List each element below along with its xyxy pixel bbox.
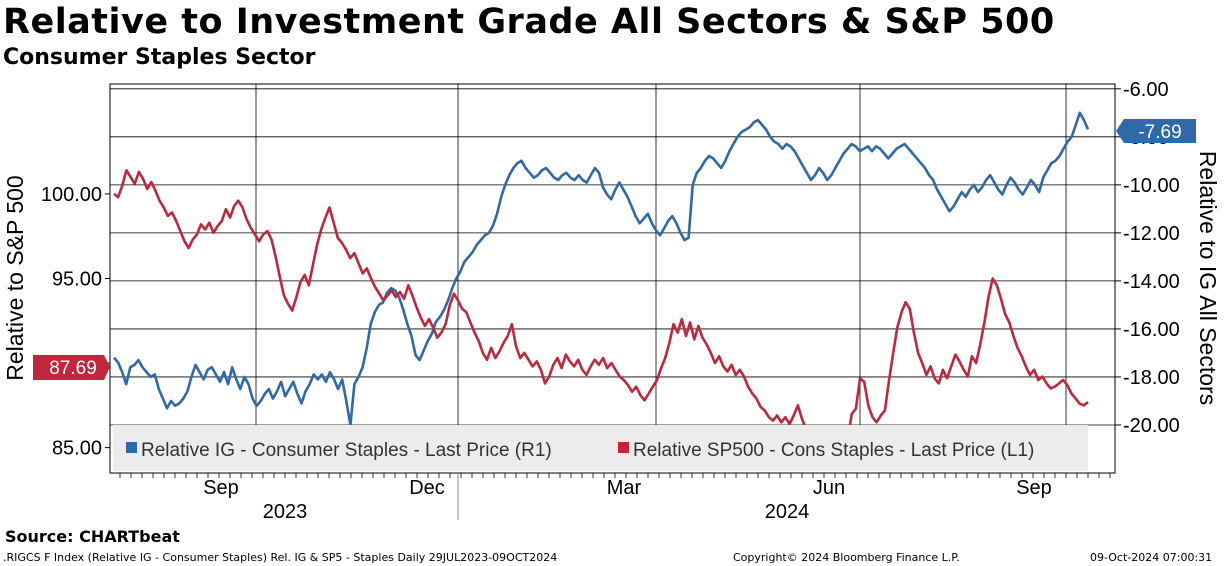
tick-label-right: -16.00 <box>1123 319 1180 341</box>
tick-label-x: Mar <box>607 477 642 499</box>
tick-label-right: -6.00 <box>1123 79 1169 101</box>
legend-label-sp500: Relative SP500 - Cons Staples - Last Pri… <box>633 440 1034 461</box>
chart-subtitle: Consumer Staples Sector <box>3 45 316 70</box>
legend-background <box>113 425 1088 471</box>
tick-label-left: 85.00 <box>52 438 102 460</box>
year-label: 2024 <box>765 501 810 520</box>
tick-label-left: 95.00 <box>52 269 102 291</box>
tick-label-right: -18.00 <box>1123 367 1180 389</box>
last-value-label-right: -7.69 <box>1138 122 1181 143</box>
last-value-flag-left: 87.69 <box>33 355 110 380</box>
year-label: 2023 <box>263 501 308 520</box>
chart: -6.00-8.00-10.00-12.00-14.00-16.00-18.00… <box>2 79 1221 520</box>
tick-label-x: Dec <box>409 477 445 499</box>
tick-label-right: -12.00 <box>1123 223 1180 245</box>
last-value-label-left: 87.69 <box>49 358 97 379</box>
legend-swatch-sp500 <box>618 442 629 453</box>
plot-area <box>109 83 1116 474</box>
last-value-flag-right-bg <box>1116 119 1196 143</box>
source-note: Source: CHARTbeat <box>5 527 180 546</box>
y-axis-label-left: Relative to S&P 500 <box>2 175 28 380</box>
tick-label-x: Jun <box>813 477 845 499</box>
legend: Relative IG - Consumer Staples - Last Pr… <box>113 425 1088 471</box>
last-value-flag-right: -7.69 <box>1116 119 1196 143</box>
series-line-sp500 <box>113 169 1089 461</box>
tick-label-right: -14.00 <box>1123 271 1180 293</box>
tick-label-right: -20.00 <box>1123 415 1180 437</box>
tick-label-x: Sep <box>1016 477 1052 499</box>
timestamp: 09-Oct-2024 07:00:31 <box>1090 551 1213 564</box>
tick-label-right: -10.00 <box>1123 175 1180 197</box>
series-line-ig <box>113 111 1090 427</box>
chart-title: Relative to Investment Grade All Sectors… <box>3 2 1055 42</box>
legend-swatch-ig <box>126 442 137 453</box>
y-axis-label-right: Relative to IG All Sectors <box>1195 151 1221 405</box>
series-group <box>113 111 1090 461</box>
last-value-flag-left-bg <box>33 355 110 380</box>
index-info: .RIGCS F Index (Relative IG - Consumer S… <box>3 551 558 564</box>
tick-label-left: 100.00 <box>41 184 102 206</box>
copyright: Copyright© 2024 Bloomberg Finance L.P. <box>733 551 960 564</box>
legend-label-ig: Relative IG - Consumer Staples - Last Pr… <box>141 440 552 461</box>
tick-label-x: Sep <box>203 477 239 499</box>
